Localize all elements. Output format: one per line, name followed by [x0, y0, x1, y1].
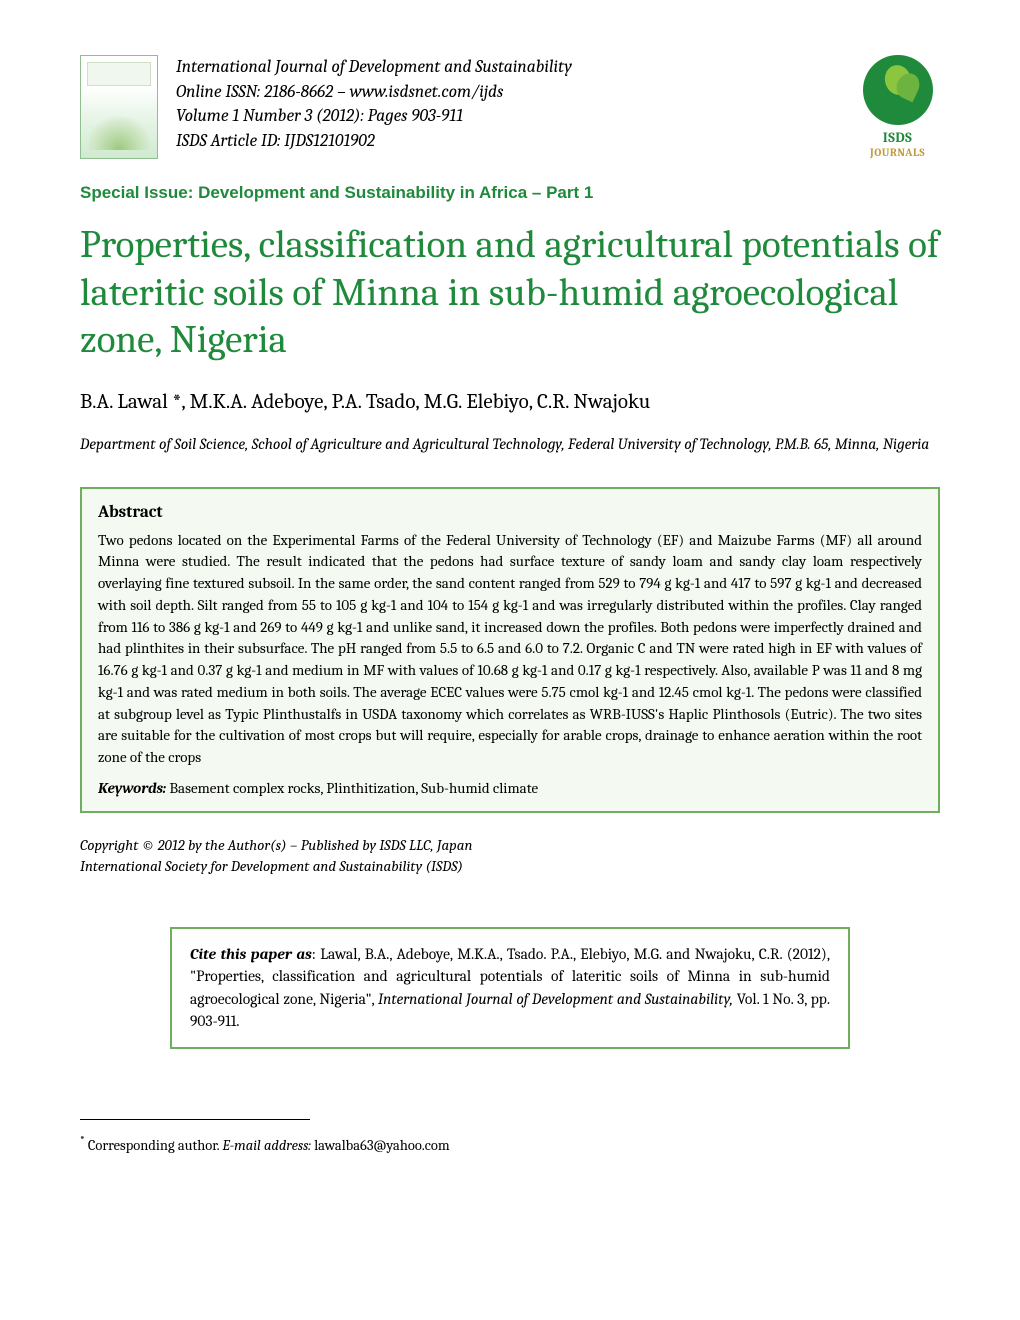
journal-meta: International Journal of Development and… — [176, 55, 837, 153]
journal-volume-line: Volume 1 Number 3 (2012): Pages 903-911 — [176, 104, 837, 129]
footnote-label: Corresponding author. — [88, 1137, 222, 1154]
copyright-block: Copyright © 2012 by the Author(s) – Publ… — [80, 835, 940, 877]
journal-cover-thumbnail — [80, 55, 158, 159]
paper-title: Properties, classification and agricultu… — [80, 221, 940, 364]
isds-journals-text: JOURNALS — [855, 146, 940, 159]
footnote-email: lawalba63@yahoo.com — [311, 1137, 450, 1154]
journal-name: International Journal of Development and… — [176, 55, 837, 80]
copyright-line-1: Copyright © 2012 by the Author(s) – Publ… — [80, 835, 940, 856]
isds-logo-text: ISDS — [855, 129, 940, 146]
affiliation: Department of Soil Science, School of Ag… — [80, 434, 940, 455]
isds-leaf-icon — [863, 55, 933, 125]
footnote-email-label: E-mail address: — [222, 1137, 311, 1154]
keywords-text: Basement complex rocks, Plinthitization,… — [166, 779, 538, 797]
isds-logo: ISDS JOURNALS — [855, 55, 940, 159]
header-row: International Journal of Development and… — [80, 55, 940, 159]
citation-wrap: Cite this paper as: Lawal, B.A., Adeboye… — [80, 927, 940, 1049]
abstract-box: Abstract Two pedons located on the Exper… — [80, 487, 940, 813]
citation-journal: International Journal of Development and… — [378, 990, 733, 1008]
keywords-line: Keywords: Basement complex rocks, Plinth… — [98, 779, 922, 797]
copyright-line-2: International Society for Development an… — [80, 856, 940, 877]
abstract-text: Two pedons located on the Experimental F… — [98, 530, 922, 769]
abstract-heading: Abstract — [98, 503, 922, 522]
journal-issn-line: Online ISSN: 2186-8662 – www.isdsnet.com… — [176, 80, 837, 105]
special-issue-label: Special Issue: Development and Sustainab… — [80, 183, 940, 203]
authors-text: B.A. Lawal *, M.K.A. Adeboye, P.A. Tsado… — [80, 390, 650, 414]
corresponding-author-footnote: * Corresponding author. E-mail address: … — [80, 1134, 940, 1154]
footnote-separator — [80, 1119, 310, 1120]
citation-box: Cite this paper as: Lawal, B.A., Adeboye… — [170, 927, 850, 1049]
authors-line: B.A. Lawal *, M.K.A. Adeboye, P.A. Tsado… — [80, 390, 940, 414]
keywords-label: Keywords: — [98, 779, 166, 797]
journal-article-id: ISDS Article ID: IJDS12101902 — [176, 129, 837, 154]
citation-label: Cite this paper as — [190, 945, 312, 963]
footnote-star-icon: * — [80, 1134, 85, 1147]
